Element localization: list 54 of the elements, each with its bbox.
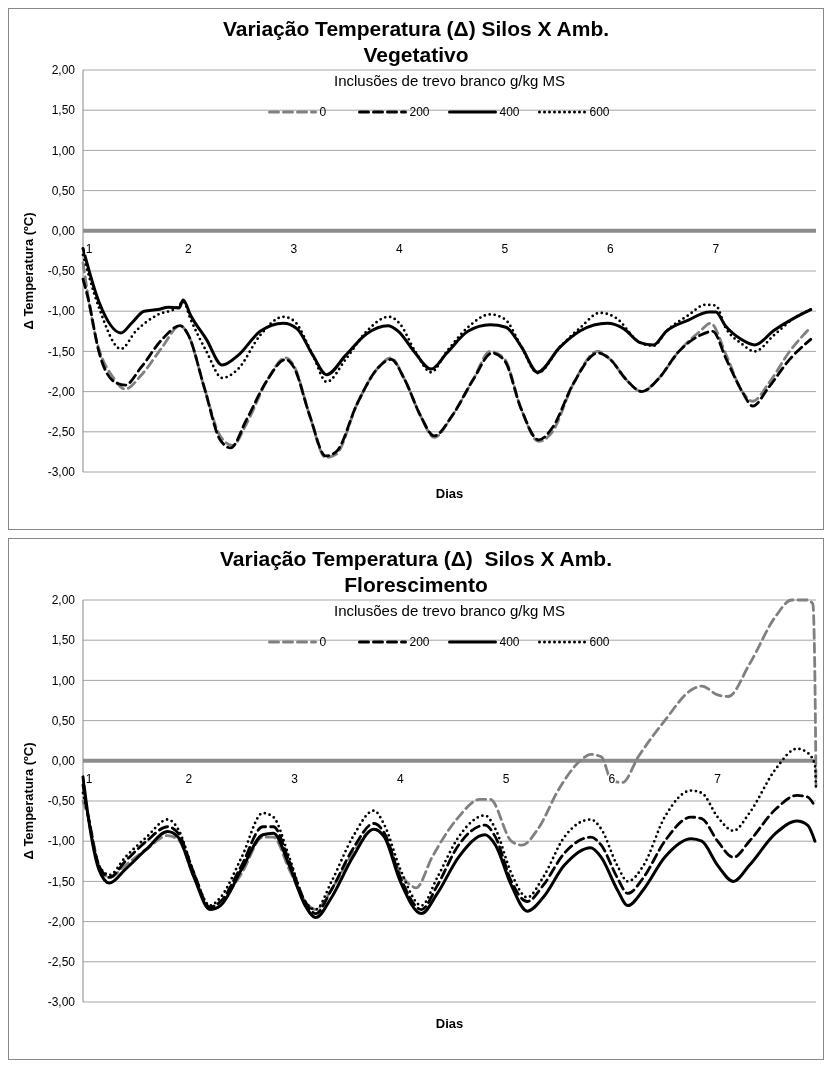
legend-label: 600 [589, 105, 610, 120]
legend-label: 400 [499, 105, 520, 120]
x-tick-label: 3 [291, 771, 299, 786]
x-tick-label: 5 [501, 241, 509, 256]
y-tick-label: -1,50 [47, 344, 76, 359]
x-tick-label: 2 [185, 771, 193, 786]
x-tick-label: 6 [608, 771, 616, 786]
x-tick-label: 6 [606, 241, 614, 256]
x-tick-label: 1 [85, 771, 93, 786]
chart-subtitle: Florescimento [344, 573, 488, 596]
legend-label: 200 [409, 635, 430, 650]
legend-label: 600 [589, 635, 610, 650]
x-axis-title: Dias [435, 486, 464, 501]
y-tick-label: -2,50 [47, 955, 76, 969]
chart-title: Variação Temperatura (Δ) Silos X Amb. [222, 17, 610, 40]
chart-title: Variação Temperatura (Δ) Silos X Amb. [219, 547, 613, 570]
y-tick-label: 2,00 [51, 593, 76, 608]
x-tick-label: 5 [502, 771, 510, 786]
y-tick-label: -3,00 [47, 465, 76, 480]
x-tick-label: 7 [714, 771, 722, 786]
y-tick-label: -2,50 [47, 425, 76, 439]
x-tick-label: 3 [290, 241, 298, 256]
y-tick-label: 1,00 [51, 143, 76, 158]
y-tick-label: -3,00 [47, 995, 76, 1010]
legend-title: Inclusões de trevo branco g/kg MS [334, 602, 565, 619]
y-tick-label: -1,50 [47, 874, 76, 889]
x-tick-label: 4 [396, 241, 404, 256]
y-tick-label: -0,50 [47, 264, 76, 279]
y-tick-label: 0,00 [51, 224, 76, 238]
x-axis-title: Dias [435, 1016, 464, 1031]
legend-label: 0 [319, 105, 327, 120]
y-tick-label: 2,00 [51, 63, 76, 78]
x-tick-label: 1 [85, 241, 93, 256]
chart-subtitle: Vegetativo [363, 43, 469, 66]
y-tick-label: 1,00 [51, 673, 76, 688]
legend-label: 200 [409, 105, 430, 120]
legend-label: 400 [499, 635, 520, 650]
legend-title: Inclusões de trevo branco g/kg MS [334, 72, 565, 89]
y-tick-label: -2,00 [47, 914, 76, 929]
x-tick-label: 4 [396, 771, 404, 786]
y-tick-label: 0,50 [51, 183, 76, 198]
y-axis-title: Δ Temperatura (ºC) [21, 742, 36, 860]
x-tick-label: 7 [712, 241, 720, 256]
y-tick-label: 1,50 [51, 103, 76, 118]
y-tick-label: -1,00 [47, 834, 76, 849]
y-tick-label: 0,00 [51, 754, 76, 768]
legend-label: 0 [319, 635, 327, 650]
x-tick-label: 2 [185, 241, 193, 256]
y-tick-label: -1,00 [47, 304, 76, 319]
y-tick-label: -0,50 [47, 794, 76, 809]
y-tick-label: 1,50 [51, 633, 76, 648]
y-tick-label: -2,00 [47, 384, 76, 399]
y-axis-title: Δ Temperatura (ºC) [21, 212, 36, 330]
y-tick-label: 0,50 [51, 713, 76, 728]
